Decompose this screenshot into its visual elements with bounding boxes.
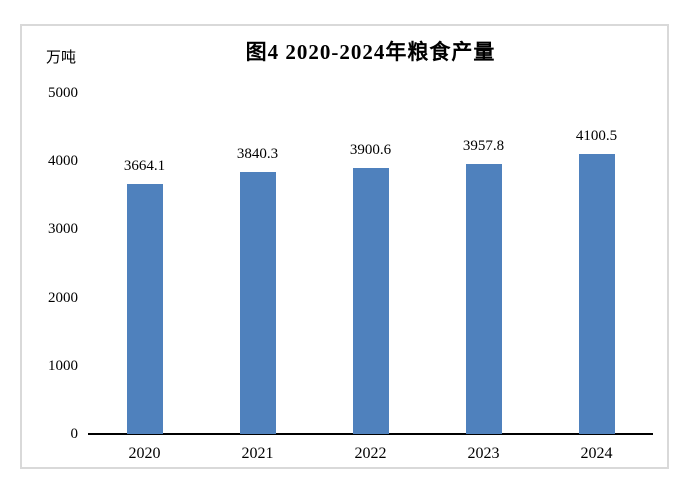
x-axis-tick-label: 2021 <box>241 445 274 462</box>
chart-border-frame <box>20 24 669 469</box>
y-axis-unit-label: 万吨 <box>46 50 77 66</box>
bar-2021 <box>239 172 276 434</box>
bar-value-label: 3664.1 <box>123 158 166 174</box>
bar-value-label: 3957.8 <box>462 138 505 154</box>
y-axis-tick-label: 0 <box>70 426 79 442</box>
bar-2022 <box>352 168 389 434</box>
x-axis-line <box>88 433 653 435</box>
x-axis-tick-label: 2024 <box>580 445 613 462</box>
y-axis-tick-label: 5000 <box>48 85 78 101</box>
x-axis-tick-label: 2023 <box>467 445 500 462</box>
y-axis-tick-label: 4000 <box>48 153 78 170</box>
x-axis-tick-label: 2020 <box>128 445 161 462</box>
y-axis-tick-label: 2000 <box>48 289 78 306</box>
chart-title: 图4 2020-2024年粮食产量 <box>245 40 496 64</box>
bar-value-label: 3900.6 <box>349 142 392 158</box>
bar-2020 <box>126 184 163 434</box>
bar-value-label: 4100.5 <box>575 128 618 144</box>
bar-2023 <box>465 164 502 434</box>
bar-2024 <box>578 154 615 434</box>
y-axis-tick-label: 1000 <box>48 357 78 374</box>
bar-value-label: 3840.3 <box>236 146 279 162</box>
x-axis-tick-label: 2022 <box>354 445 387 462</box>
y-axis-tick-label: 3000 <box>48 221 78 238</box>
